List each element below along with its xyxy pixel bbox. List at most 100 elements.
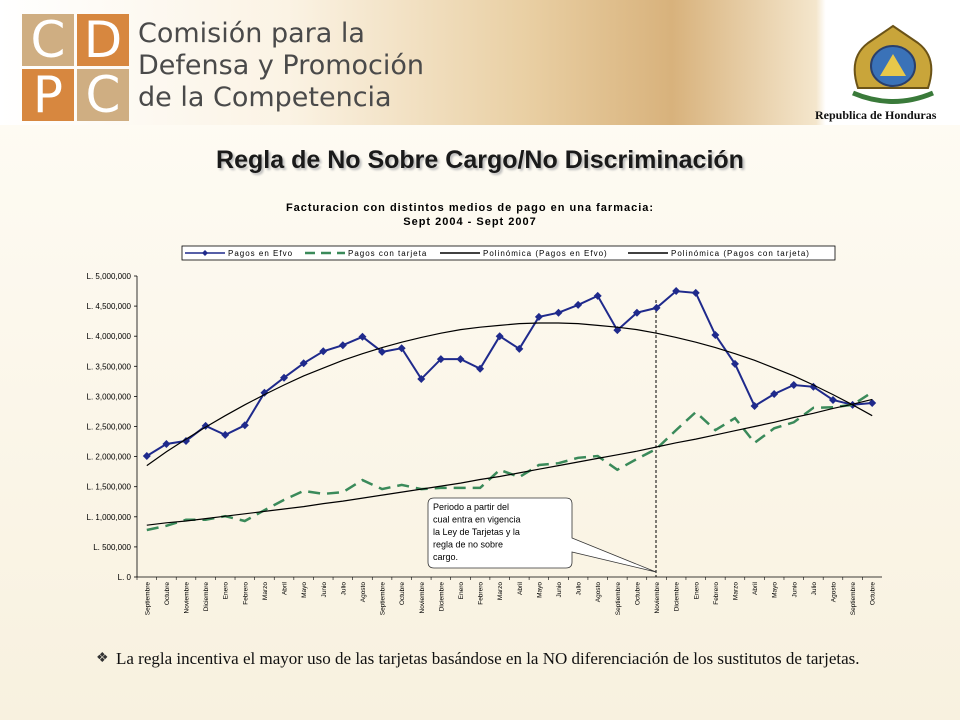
x-tick-label: Septiembre xyxy=(615,582,622,616)
x-tick-label: Abril xyxy=(752,581,759,595)
data-point xyxy=(770,389,779,398)
data-point xyxy=(436,355,445,364)
callout xyxy=(427,497,657,573)
annotation: Periodo a partir del xyxy=(433,502,509,512)
data-point xyxy=(711,330,720,339)
x-tick-label: Diciembre xyxy=(674,582,681,612)
x-tick-label: Abril xyxy=(282,581,289,595)
x-tick-label: Agosto xyxy=(595,582,602,603)
data-point xyxy=(319,347,328,356)
y-tick-label: L. 5,000,000 xyxy=(87,272,132,281)
x-tick-label: Abril xyxy=(517,581,524,595)
x-tick-label: Mayo xyxy=(301,582,308,598)
y-tick-label: L. 2,000,000 xyxy=(87,453,132,462)
x-tick-label: Enero xyxy=(458,582,465,600)
x-tick-label: Noviembre xyxy=(184,582,191,614)
y-tick-label: L. 500,000 xyxy=(93,543,131,552)
data-point xyxy=(809,382,818,391)
x-tick-label: Mayo xyxy=(772,582,779,598)
legend-label: Polinómica (Pagos con tarjeta) xyxy=(671,249,810,258)
y-tick-label: L. 0 xyxy=(118,573,132,582)
data-point xyxy=(378,347,387,356)
x-tick-label: Diciembre xyxy=(203,582,210,612)
x-tick-label: Marzo xyxy=(497,582,504,600)
y-tick-label: L. 2,500,000 xyxy=(87,423,132,432)
data-point xyxy=(672,287,681,296)
legend-label: Pagos con tarjeta xyxy=(348,249,427,258)
logo-letter: P xyxy=(22,69,74,121)
series-line xyxy=(146,322,873,467)
y-tick-label: L. 4,500,000 xyxy=(87,302,132,311)
data-point xyxy=(632,308,641,317)
y-tick-label: L. 3,000,000 xyxy=(87,392,132,401)
x-tick-label: Mayo xyxy=(536,582,543,598)
data-point xyxy=(476,364,485,373)
data-point xyxy=(162,439,171,448)
data-point xyxy=(750,402,759,411)
x-tick-label: Febrero xyxy=(713,582,720,605)
x-tick-label: Septiembre xyxy=(380,582,387,616)
x-tick-label: Julio xyxy=(811,582,818,596)
org-name: Defensa y Promoción xyxy=(138,50,425,81)
legend-label: Polinómica (Pagos en Efvo) xyxy=(483,249,608,258)
country-label: Republica de Honduras xyxy=(815,108,937,122)
x-tick-label: Agosto xyxy=(830,582,837,603)
data-point xyxy=(789,380,798,389)
legend-label: Pagos en Efvo xyxy=(228,249,293,258)
x-tick-label: Octubre xyxy=(399,582,406,606)
data-point xyxy=(515,344,524,353)
x-tick-label: Julio xyxy=(576,582,583,596)
data-point xyxy=(221,430,230,439)
slide-title: Regla de No Sobre Cargo/No Discriminació… xyxy=(216,146,744,174)
x-tick-label: Junio xyxy=(321,582,328,598)
annotation: cual entra en vigencia xyxy=(433,515,521,525)
data-point xyxy=(828,396,837,405)
data-point xyxy=(182,436,191,445)
data-point xyxy=(417,374,426,383)
data-point xyxy=(456,355,465,364)
x-tick-label: Noviembre xyxy=(419,582,426,614)
x-tick-label: Agosto xyxy=(360,582,367,603)
data-point xyxy=(593,291,602,300)
chart-title: Facturacion con distintos medios de pago… xyxy=(286,202,654,214)
data-point xyxy=(358,332,367,341)
logo-letter: D xyxy=(77,14,129,66)
x-tick-label: Enero xyxy=(693,582,700,600)
header: C D P C Comisión para la Defensa y Promo… xyxy=(0,0,960,125)
series-line xyxy=(146,398,873,526)
annotation: la Ley de Tarjetas y la xyxy=(433,527,520,537)
y-tick-label: L. 1,000,000 xyxy=(87,513,132,522)
x-tick-label: Octubre xyxy=(634,582,641,606)
y-tick-label: L. 4,000,000 xyxy=(87,332,132,341)
data-point xyxy=(240,421,249,430)
logo-letter: C xyxy=(22,14,74,66)
annotation: regla de no sobre xyxy=(433,540,503,550)
bullet: La regla incentiva el mayor uso de las t… xyxy=(96,650,916,669)
data-point xyxy=(613,326,622,335)
x-tick-label: Junio xyxy=(791,582,798,598)
x-tick-label: Noviembre xyxy=(654,582,661,614)
series-line xyxy=(146,290,873,457)
data-point xyxy=(397,344,406,353)
x-tick-label: Octubre xyxy=(870,582,877,606)
x-tick-label: Septiembre xyxy=(144,582,151,616)
series-line xyxy=(146,391,873,532)
data-point xyxy=(142,451,151,460)
x-tick-label: Septiembre xyxy=(850,582,857,616)
data-point xyxy=(534,312,543,321)
annotation: cargo. xyxy=(433,552,458,562)
data-point xyxy=(338,341,347,350)
y-tick-label: L. 3,500,000 xyxy=(87,362,132,371)
data-point xyxy=(554,308,563,317)
data-point xyxy=(260,388,269,397)
x-tick-label: Febrero xyxy=(242,582,249,605)
y-tick-label: L. 1,500,000 xyxy=(87,483,132,492)
x-tick-label: Diciembre xyxy=(438,582,445,612)
data-point xyxy=(691,288,700,297)
data-point xyxy=(730,359,739,368)
x-tick-label: Marzo xyxy=(732,582,739,600)
chart-subtitle: Sept 2004 - Sept 2007 xyxy=(403,216,537,228)
x-tick-label: Febrero xyxy=(478,582,485,605)
